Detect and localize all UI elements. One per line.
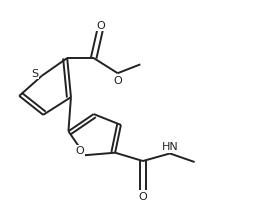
Text: O: O (97, 21, 106, 31)
Text: O: O (75, 146, 84, 156)
Text: O: O (113, 76, 122, 86)
Text: O: O (139, 192, 147, 202)
Text: S: S (31, 69, 38, 79)
Text: HN: HN (162, 142, 179, 152)
